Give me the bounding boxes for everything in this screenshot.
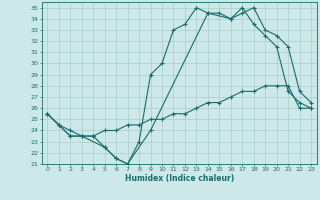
X-axis label: Humidex (Indice chaleur): Humidex (Indice chaleur) — [124, 174, 234, 183]
